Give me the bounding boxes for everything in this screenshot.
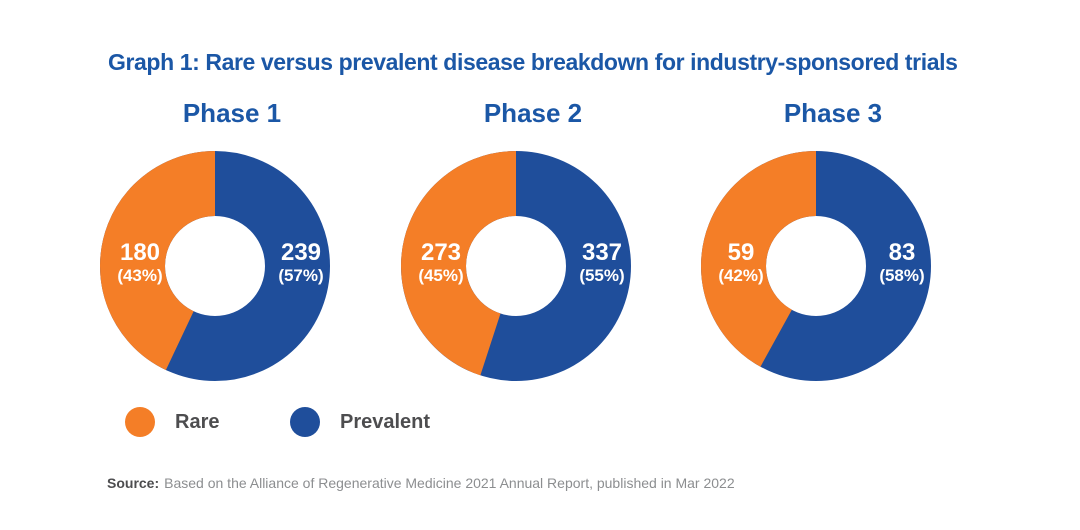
phase-2-title: Phase 2 <box>483 98 583 128</box>
phase-2-rare-slice <box>401 151 631 381</box>
legend-label-prevalent: Prevalent <box>340 410 431 433</box>
phase-3-section: Phase 3 59 (42%) 83 (58%) <box>701 99 931 381</box>
legend-label-rare: Rare <box>175 410 220 433</box>
source-prefix: Source: <box>107 475 160 491</box>
phase-3-title: Phase 3 <box>783 98 883 128</box>
phase-1-section: Phase 1 180 (43%) 239 (57%) <box>100 99 330 381</box>
phase-1-rare-slice <box>100 151 330 381</box>
source-note: Source: Based on the Alliance of Regenera… <box>107 474 735 492</box>
phase-2-donut-svg <box>401 151 631 381</box>
phase-3-rare-slice <box>701 151 931 381</box>
phase-1-donut-chart: 180 (43%) 239 (57%) <box>100 151 330 381</box>
phase-2-section: Phase 2 273 (45%) 337 (55%) <box>401 99 631 381</box>
phase-3-donut-svg <box>701 151 931 381</box>
legend-item-rare: Rare <box>125 407 219 437</box>
legend-item-prevalent: Prevalent <box>290 407 430 437</box>
phase-2-donut-chart: 273 (45%) 337 (55%) <box>401 151 631 381</box>
source-text: Based on the Alliance of Regenerative Me… <box>164 475 735 491</box>
phase-3-donut-chart: 59 (42%) 83 (58%) <box>701 151 931 381</box>
rare-color-swatch-icon <box>125 407 155 437</box>
page-title: Graph 1: Rare versus prevalent disease b… <box>108 49 958 75</box>
phase-1-donut-svg <box>100 151 330 381</box>
phase-1-title: Phase 1 <box>182 98 282 128</box>
prevalent-color-swatch-icon <box>290 407 320 437</box>
